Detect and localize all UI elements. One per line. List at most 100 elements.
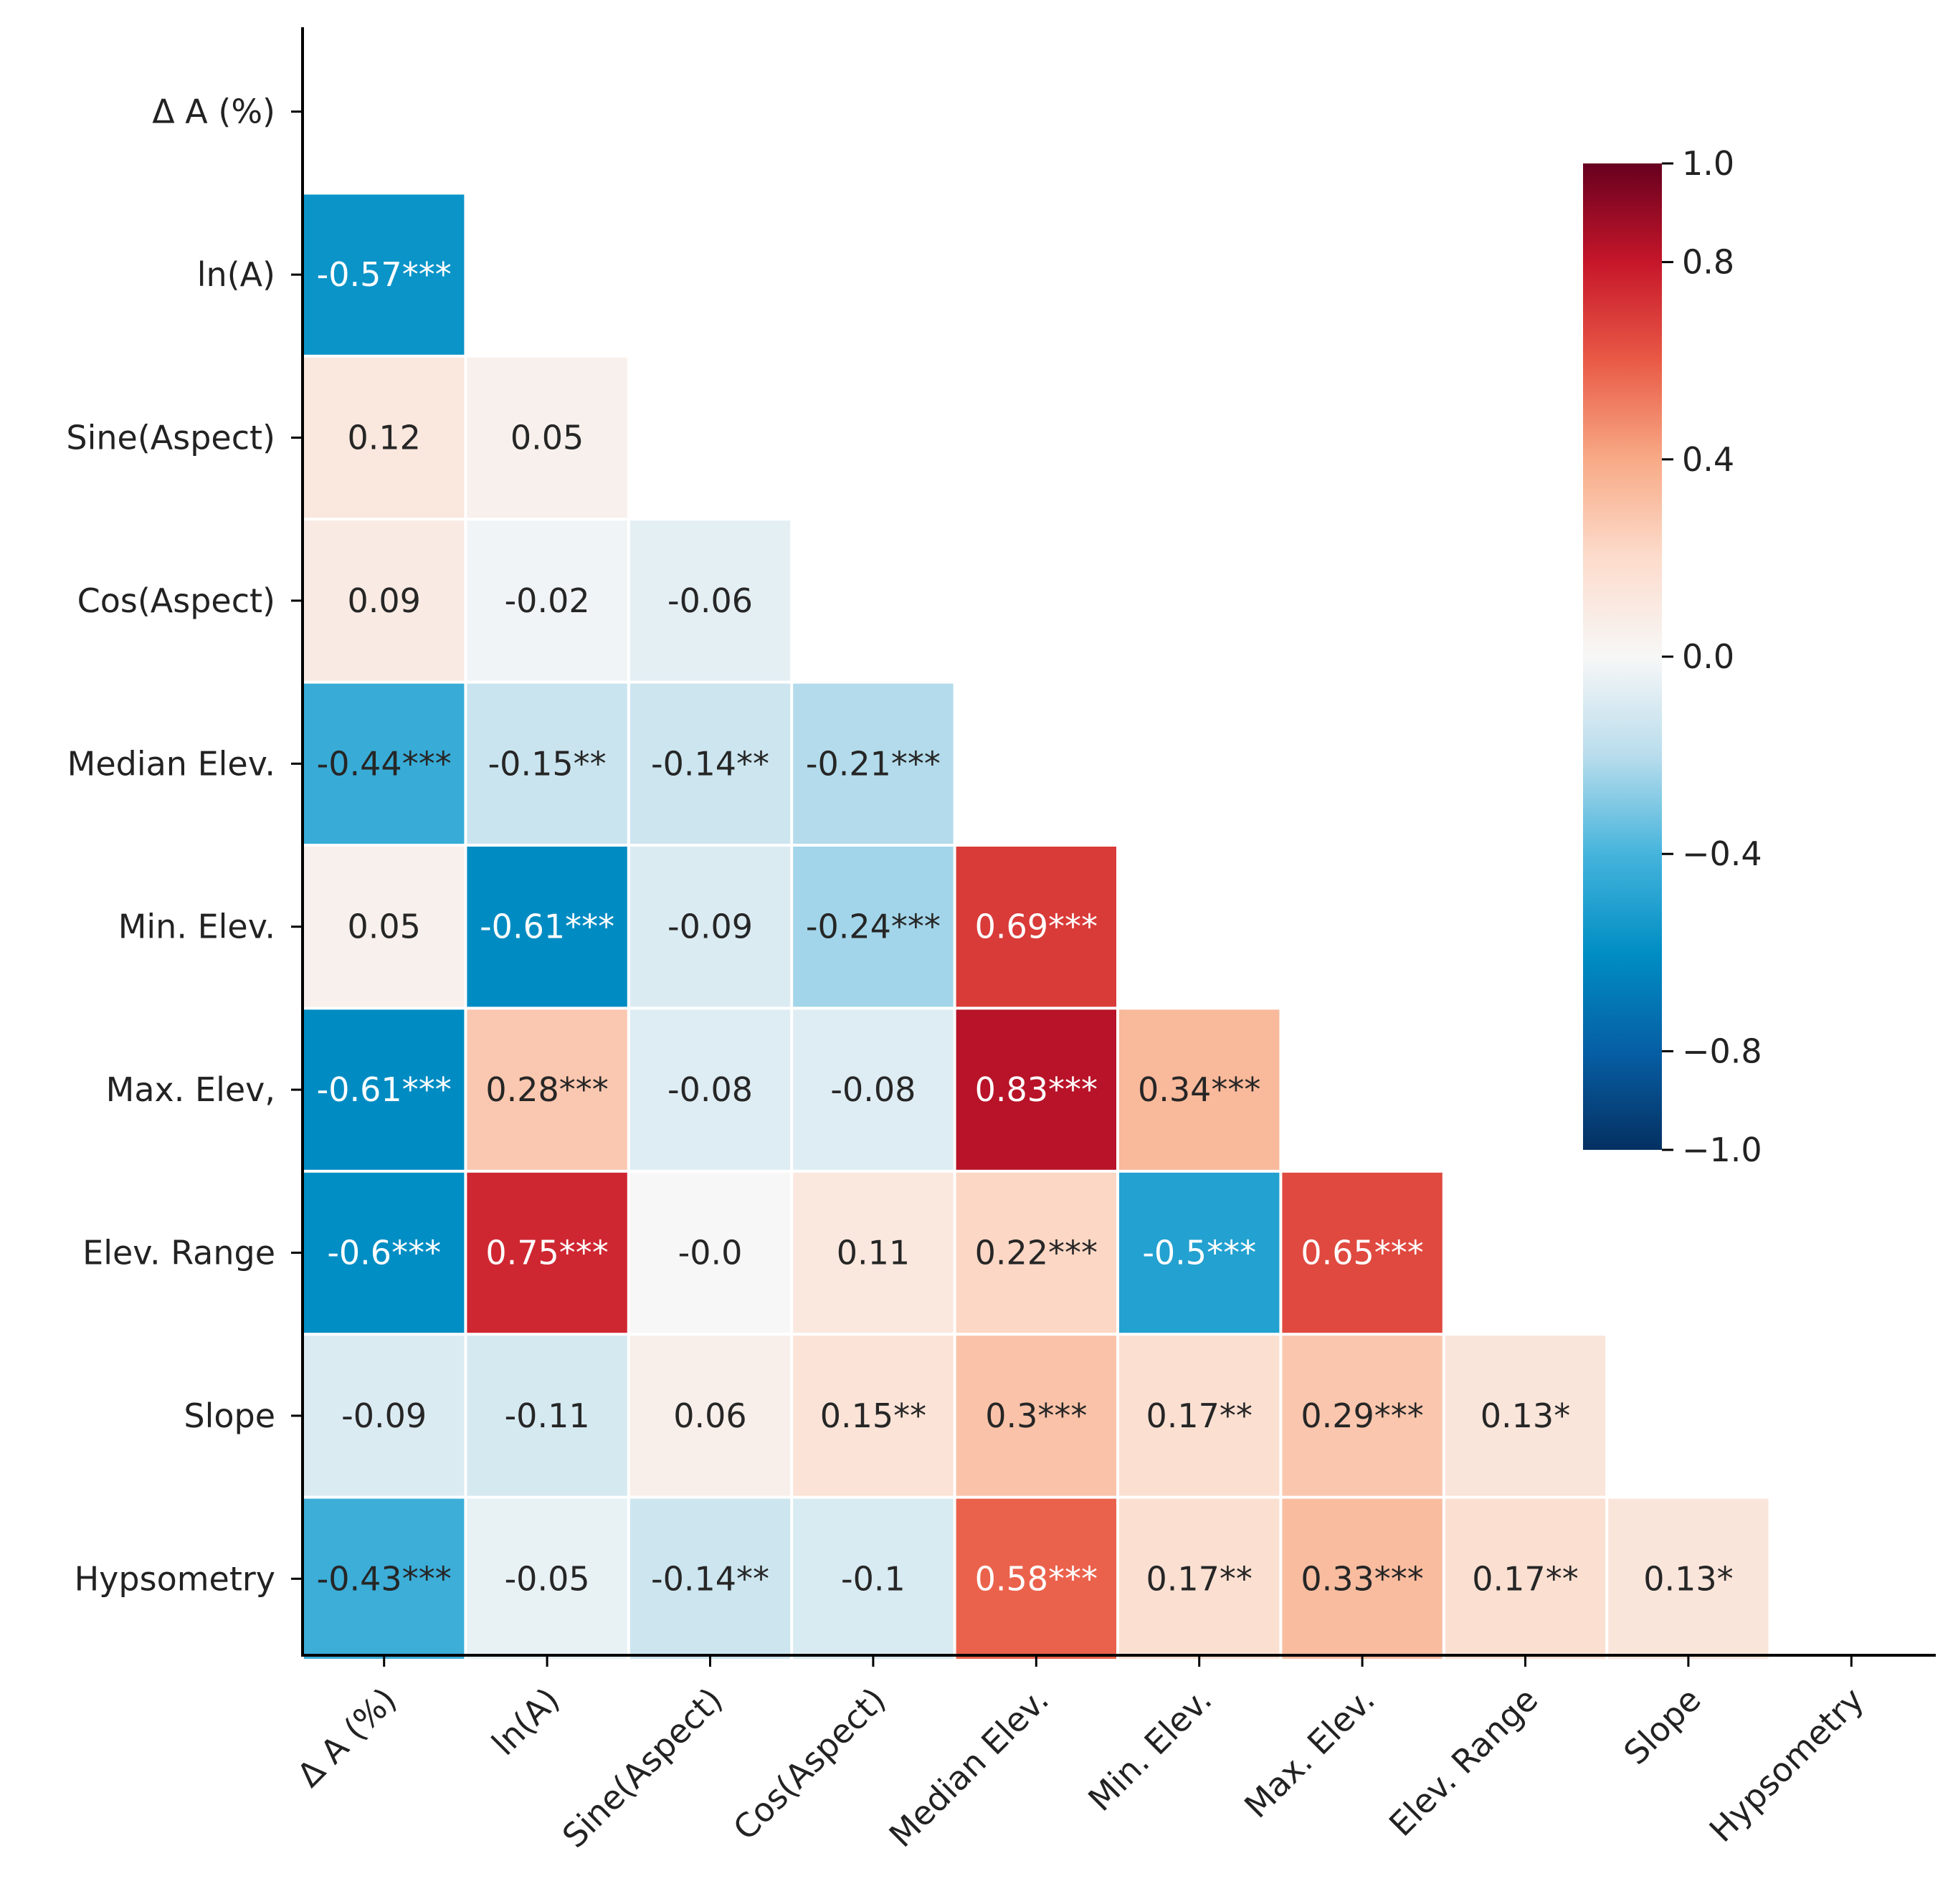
heatmap-cell	[1282, 1336, 1443, 1496]
heatmap-cell	[304, 194, 465, 355]
y-tick-label: Max. Elev,	[106, 1070, 275, 1109]
cell-value-label: 0.09	[347, 581, 420, 620]
cell-value-label: -0.08	[830, 1070, 916, 1109]
x-tick-label: Slope	[1616, 1680, 1708, 1772]
heatmap-cell	[629, 1172, 791, 1333]
heatmap-cell	[629, 1336, 791, 1496]
heatmap-cell-labels: -0.57*** 0.12 0.05 0.09 -0.02 -0.06 -0.44*** -0…	[317, 255, 1734, 1598]
cell-value-label: 0.05	[347, 908, 420, 946]
heatmap-cell	[304, 683, 465, 844]
x-tick-label: Δ A (%)	[290, 1680, 404, 1795]
colorbar-ticks: 1.0 0.8 0.4 0.0 −0.4 −0.8 −1.0	[1662, 144, 1762, 1169]
heatmap-cell	[304, 847, 465, 1007]
cell-value-label: -0.14**	[651, 744, 769, 783]
cell-value-label: -0.05	[505, 1559, 590, 1598]
heatmap-cell	[467, 1009, 627, 1170]
heatmap-cell	[467, 1336, 627, 1496]
cell-value-label: -0.15**	[488, 744, 607, 783]
cell-value-label: 0.28***	[485, 1070, 608, 1109]
cell-value-label: 0.05	[510, 419, 584, 457]
heatmap-cell	[629, 1498, 791, 1659]
heatmap-cell	[304, 1336, 465, 1496]
heatmap-cell	[1282, 1498, 1443, 1659]
cell-value-label: 0.69***	[975, 908, 1098, 946]
heatmap-cell	[1119, 1498, 1280, 1659]
y-tick-label: Hypsometry	[75, 1559, 275, 1598]
heatmap-cell	[1119, 1009, 1280, 1170]
heatmap-cell	[793, 847, 954, 1007]
heatmap-cell	[304, 1172, 465, 1333]
heatmap-cell	[304, 1498, 465, 1659]
heatmap-cell	[956, 847, 1116, 1007]
colorbar-tick-label: −0.4	[1682, 834, 1762, 873]
heatmap-cell	[629, 683, 791, 844]
cell-value-label: -0.11	[505, 1396, 590, 1435]
cell-value-label: -0.0	[678, 1234, 743, 1272]
x-tick-label: Cos(Aspect)	[726, 1680, 893, 1848]
x-tick-label: ln(A)	[484, 1680, 566, 1763]
y-axis-ticks: Δ A (%) ln(A) Sine(Aspect) Cos(Aspect) Media…	[66, 92, 303, 1598]
cell-value-label: 0.17**	[1146, 1396, 1252, 1435]
x-tick-label: Sine(Aspect)	[555, 1680, 730, 1855]
cell-value-label: 0.13*	[1481, 1396, 1570, 1435]
cell-value-label: -0.24***	[806, 908, 941, 946]
cell-value-label: 0.65***	[1301, 1234, 1423, 1272]
cell-value-label: 0.33***	[1301, 1559, 1423, 1598]
cell-value-label: 0.17**	[1146, 1559, 1252, 1598]
heatmap-cell	[629, 1009, 791, 1170]
y-tick-label: Min. Elev.	[118, 908, 275, 946]
heatmap-cell	[793, 1009, 954, 1170]
heatmap-cell	[1608, 1498, 1769, 1659]
heatmap-axes	[301, 27, 1936, 1657]
heatmap-cell	[1119, 1172, 1280, 1333]
heatmap-cell	[467, 847, 627, 1007]
y-tick-label: Δ A (%)	[152, 92, 275, 131]
cell-value-label: -0.08	[667, 1070, 753, 1109]
heatmap-cell	[304, 357, 465, 518]
heatmap-cell	[956, 1336, 1116, 1496]
heatmap-cell	[629, 520, 791, 681]
heatmap-cell	[1282, 1172, 1443, 1333]
colorbar-tick-label: 0.4	[1682, 440, 1734, 479]
y-tick-label: ln(A)	[197, 255, 275, 294]
heatmap-cell	[467, 1498, 627, 1659]
cell-value-label: -0.09	[341, 1396, 427, 1435]
y-tick-label: Median Elev.	[67, 744, 275, 783]
cell-value-label: 0.13*	[1643, 1559, 1733, 1598]
heatmap-cell	[1445, 1498, 1606, 1659]
heatmap-cell	[467, 683, 627, 844]
heatmap-cell	[467, 1172, 627, 1333]
y-tick-label: Cos(Aspect)	[77, 581, 275, 620]
cell-value-label: 0.83***	[975, 1070, 1098, 1109]
cell-value-label: 0.11	[837, 1234, 910, 1272]
cell-value-label: 0.12	[347, 419, 420, 457]
cell-value-label: -0.06	[667, 581, 753, 620]
heatmap-cell	[956, 1172, 1116, 1333]
y-tick-label: Sine(Aspect)	[66, 419, 275, 457]
heatmap-cell	[956, 1009, 1116, 1170]
cell-value-label: -0.6***	[327, 1234, 441, 1272]
x-tick-label: Hypsometry	[1702, 1680, 1871, 1850]
heatmap-cell	[793, 1172, 954, 1333]
cell-value-label: 0.34***	[1138, 1070, 1260, 1109]
heatmap-cell	[956, 1498, 1116, 1659]
colorbar-tick-label: 0.0	[1682, 637, 1734, 676]
cell-value-label: 0.3***	[985, 1396, 1087, 1435]
colorbar-gradient	[1583, 163, 1662, 1150]
colorbar-tick-label: 0.8	[1682, 243, 1734, 282]
colorbar-tick-label: −0.8	[1682, 1032, 1762, 1070]
cell-value-label: 0.15**	[820, 1396, 926, 1435]
cell-value-label: 0.06	[673, 1396, 746, 1435]
heatmap-cell	[793, 1498, 954, 1659]
colorbar-tick-label: 1.0	[1682, 144, 1734, 183]
x-tick-label: Elev. Range	[1382, 1680, 1545, 1844]
heatmap-cell	[467, 520, 627, 681]
heatmap-cell	[304, 520, 465, 681]
colorbar-tick-label: −1.0	[1682, 1130, 1762, 1169]
cell-value-label: 0.17**	[1472, 1559, 1578, 1598]
y-tick-label: Elev. Range	[82, 1234, 275, 1272]
cell-value-label: -0.43***	[317, 1559, 452, 1598]
cell-value-label: 0.75***	[485, 1234, 608, 1272]
heatmap-cell	[793, 1336, 954, 1496]
